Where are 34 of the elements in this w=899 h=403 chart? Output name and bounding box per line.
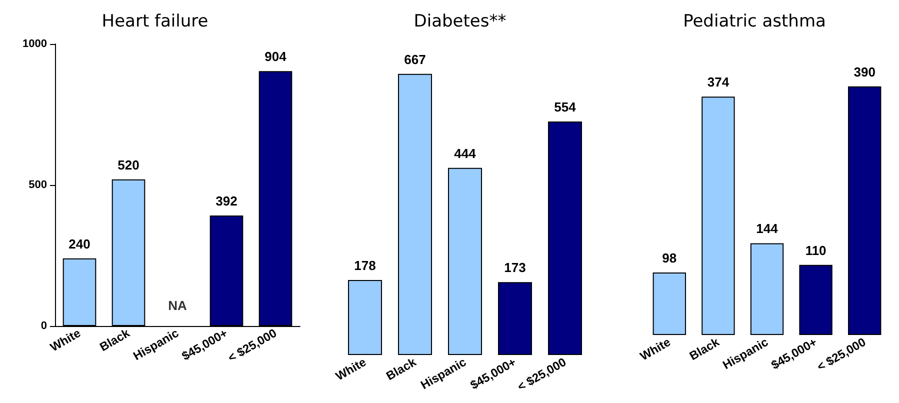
data-label: 178 — [354, 258, 376, 273]
bar — [799, 264, 832, 335]
chart-title: Pediatric asthma — [683, 12, 826, 32]
data-label: 110 — [805, 242, 826, 258]
data-label: 667 — [404, 52, 426, 67]
bar — [848, 86, 882, 335]
data-label: 374 — [707, 74, 730, 90]
chart-title: Diabetes** — [414, 12, 506, 32]
y-tick-label: 1000 — [22, 38, 47, 50]
data-label: 904 — [264, 49, 288, 64]
bar — [652, 272, 686, 335]
x-tick-label: White — [638, 334, 674, 364]
text: NA — [168, 298, 187, 313]
data-label: 554 — [554, 100, 577, 115]
data-label: 390 — [854, 64, 876, 80]
bar — [448, 168, 482, 355]
data-label: 444 — [454, 146, 477, 161]
bar — [702, 96, 735, 335]
x-tick-label: White — [48, 326, 84, 354]
data-label: 240 — [68, 236, 90, 252]
data-label: 392 — [216, 193, 238, 208]
bar — [348, 280, 382, 355]
y-tick-label: 0 — [40, 320, 47, 332]
x-tick-label: White — [333, 354, 369, 384]
data-label: 144 — [756, 221, 779, 236]
bar — [398, 74, 432, 355]
bar — [750, 243, 784, 335]
data-label: 173 — [504, 260, 526, 276]
bar — [548, 122, 582, 355]
y-tick-label: 500 — [28, 179, 47, 191]
data-label: 520 — [118, 157, 140, 172]
chart-title: Heart failure — [102, 12, 208, 32]
data-label: 98 — [662, 250, 677, 266]
bar — [498, 282, 532, 355]
